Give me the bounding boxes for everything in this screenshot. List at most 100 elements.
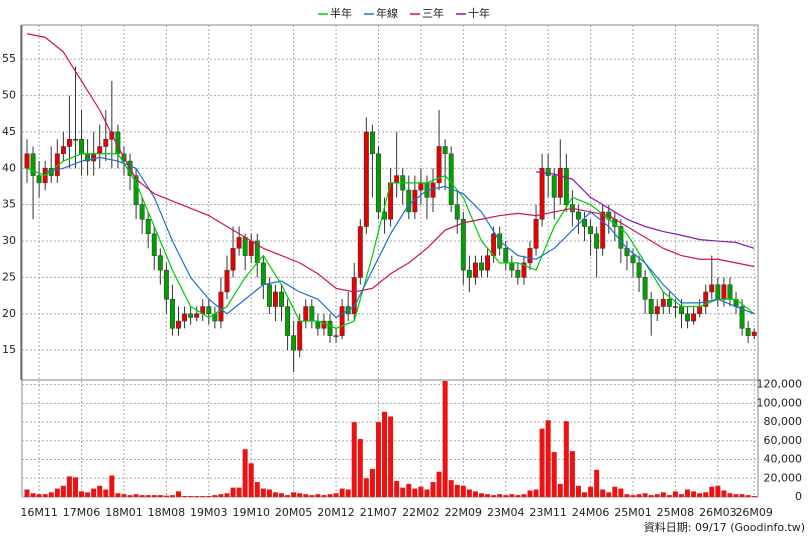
candle-body — [648, 299, 654, 315]
volume-bar — [624, 494, 630, 497]
volume-bar — [48, 492, 54, 497]
volume-bar — [176, 491, 181, 497]
volume-bar — [594, 469, 600, 497]
volume-bar — [369, 468, 375, 497]
candle-body — [527, 248, 533, 264]
candle-body — [248, 240, 254, 256]
volume-bar — [194, 496, 200, 497]
x-tick-label: 17M06 — [63, 506, 101, 519]
candle-body — [563, 168, 569, 205]
candle-body — [454, 204, 460, 220]
candle-body — [418, 182, 424, 191]
volume-bar — [442, 380, 448, 497]
volume-bar — [485, 494, 491, 497]
volume-bar — [357, 438, 363, 497]
volume-bar — [272, 492, 278, 497]
volume-bar — [339, 488, 345, 497]
volume-bar — [539, 428, 545, 497]
volume-bar — [66, 476, 72, 497]
candle-body — [339, 306, 345, 336]
y2-tick-label: 120,000 — [757, 378, 803, 391]
candle-body — [97, 146, 103, 155]
candle-body — [176, 320, 181, 329]
candle-body — [715, 284, 721, 300]
x-tick-label: 25M01 — [614, 506, 652, 519]
volume-bar — [491, 495, 497, 497]
candle-body — [73, 138, 78, 141]
volume-bar — [582, 492, 588, 497]
candle-body — [230, 248, 236, 271]
volume-bar — [133, 494, 139, 497]
volume-bar — [254, 482, 260, 497]
volume-bar — [303, 494, 309, 497]
volume-bar — [145, 495, 151, 497]
volume-bar — [527, 490, 533, 497]
candle-body — [66, 138, 72, 147]
volume-bar — [182, 496, 188, 497]
volume-bar — [424, 489, 430, 497]
y-tick-label: 40 — [2, 161, 16, 174]
candle-body — [169, 299, 175, 329]
candle-body — [588, 226, 594, 235]
volume-bar — [139, 495, 145, 497]
candle-body — [24, 153, 30, 169]
candle-body — [297, 320, 303, 351]
volume-bar — [315, 494, 321, 497]
volume-bar — [157, 495, 163, 497]
volume-bar — [642, 493, 648, 497]
candle-body — [466, 269, 472, 278]
x-tick-label: 18M01 — [105, 506, 143, 519]
candle-body — [666, 299, 672, 307]
candle-body — [509, 262, 515, 271]
candle-body — [460, 218, 466, 271]
volume-bar — [218, 494, 224, 497]
y-tick-label: 35 — [2, 198, 16, 211]
candle-body — [679, 306, 684, 315]
volume-bar — [91, 488, 97, 497]
candle-body — [557, 168, 563, 198]
candle-body — [576, 211, 581, 220]
volume-bar — [54, 488, 60, 497]
volume-bar — [563, 421, 569, 497]
volume-bar — [703, 492, 709, 497]
legend-label: 年線 — [376, 6, 398, 20]
candle-body — [660, 299, 666, 307]
volume-bar — [588, 486, 594, 497]
volume-bar — [309, 495, 315, 497]
volume-bar — [448, 480, 454, 497]
x-tick-label: 20M05 — [275, 506, 313, 519]
y2-tick-label: 0 — [795, 490, 802, 503]
candle-body — [739, 306, 745, 329]
volume-bar — [206, 496, 212, 497]
volume-bar — [430, 482, 436, 497]
volume-bar — [454, 484, 460, 497]
ma-line — [535, 171, 755, 249]
volume-bar — [739, 494, 745, 497]
candle-body — [672, 306, 678, 308]
candle-body — [654, 306, 660, 315]
x-tick-label: 24M06 — [572, 506, 610, 519]
y-tick-label: 20 — [2, 307, 16, 320]
candle-body — [394, 175, 400, 184]
candle-body — [745, 328, 751, 336]
candle-body — [266, 284, 272, 307]
volume-bar — [327, 494, 333, 497]
volume-bar — [412, 488, 418, 497]
candle-body — [194, 313, 200, 318]
volume-bar — [297, 493, 303, 497]
candle-body — [691, 313, 697, 322]
volume-bar — [266, 489, 272, 497]
volume-bar — [363, 478, 369, 497]
volume-bar — [121, 494, 127, 497]
y2-tick-label: 80,000 — [764, 415, 803, 428]
volume-bar — [212, 495, 218, 497]
candle-body — [60, 146, 66, 155]
volume-bar — [733, 494, 739, 497]
volume-bar — [460, 485, 466, 497]
volume-bar — [466, 489, 472, 497]
volume-bar — [521, 494, 527, 497]
candle-body — [436, 146, 442, 184]
volume-bar — [606, 492, 612, 497]
y-tick-label: 55 — [2, 52, 16, 65]
